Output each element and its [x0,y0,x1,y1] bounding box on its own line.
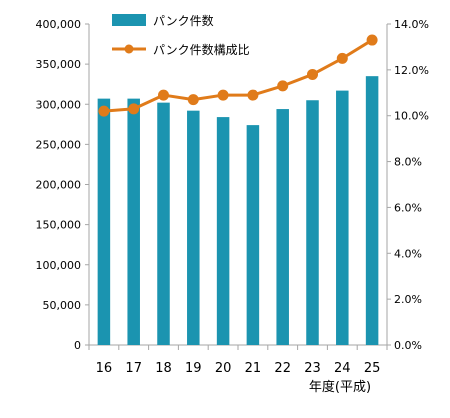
line-point [307,68,318,80]
right-tick-label: 8.0% [394,156,422,169]
left-tick-label: 100,000 [36,259,82,272]
line-point [187,94,199,106]
x-tick-label: 16 [96,361,113,376]
line-point [247,89,259,101]
bar [336,90,349,345]
legend-label-bar: パンク件数 [153,13,214,28]
line-point [336,52,348,64]
left-tick-label: 300,000 [36,98,82,111]
left-tick-label: 200,000 [36,179,82,192]
x-tick-label: 17 [125,361,142,376]
left-tick-label: 350,000 [36,58,82,71]
x-tick-label: 20 [215,361,232,376]
legend-label-line: パンク件数構成比 [153,42,250,57]
left-tick-label: 400,000 [36,18,82,31]
x-tick-label: 24 [334,361,351,376]
line-point [128,103,140,115]
x-tick-label: 21 [245,361,262,376]
line-point [366,34,378,46]
right-tick-label: 14.0% [394,18,429,31]
x-tick-label: 18 [155,361,172,376]
line-series [98,34,378,117]
x-tick-label: 19 [185,361,202,376]
bar [97,98,111,345]
x-axis-title: 年度(平成) [309,379,371,395]
line-point [158,89,169,101]
line-point [277,80,289,92]
right-tick-label: 6.0% [394,201,422,214]
right-tick-label: 12.0% [394,64,429,77]
legend-swatch-bar [112,14,146,26]
bar [246,125,260,346]
x-tick-label: 23 [304,361,321,376]
bar [306,100,319,345]
x-tick-label: 25 [364,361,381,376]
bar-series [97,76,379,346]
left-tick-label: 0 [74,339,81,352]
x-tick-label: 22 [274,361,291,376]
bar [127,98,140,345]
left-tick-label: 250,000 [36,138,82,151]
right-tick-label: 0.0% [394,339,422,352]
axes: 0 50,000 100,000 150,000 200,000 250,000 300,0… [36,18,429,376]
bar [157,102,170,346]
right-tick-label: 2.0% [394,293,422,306]
right-tick-label: 10.0% [394,110,429,123]
bar [216,117,230,345]
bar [187,110,200,345]
right-tick-label: 4.0% [394,247,422,260]
line-point [98,105,110,117]
left-tick-label: 150,000 [36,219,82,232]
left-tick-label: 50,000 [43,299,82,312]
line-path [103,38,373,113]
bar [276,109,289,345]
bar [365,76,379,345]
legend-marker-line [124,44,134,54]
line-point [217,89,229,101]
